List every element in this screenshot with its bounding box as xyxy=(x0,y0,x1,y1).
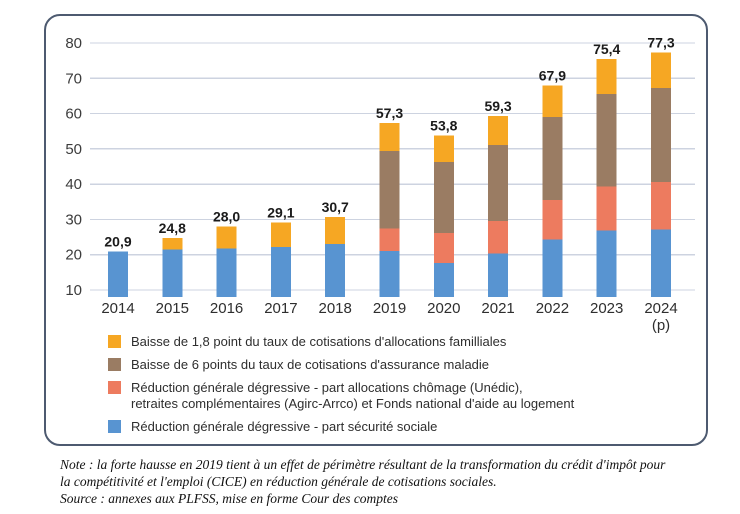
total-label-2018: 30,7 xyxy=(322,199,349,215)
bar-segment-2019-series-0 xyxy=(379,251,400,297)
bar-segment-2018-series-0 xyxy=(325,243,346,297)
chart-frame: 10 20 30 40 50 60 70 80 20,9 2014 24,8 2015 28,0 2016… xyxy=(44,14,708,446)
bar-segment-2014-series-0 xyxy=(108,251,128,297)
legend-swatch-icon xyxy=(108,420,121,433)
bar-segment-2022-series-2 xyxy=(542,117,563,201)
bar-segment-2015-series-3 xyxy=(162,237,183,250)
bar-segment-2020-series-3 xyxy=(433,135,454,162)
bar-segment-2015-series-0 xyxy=(162,249,183,297)
total-label-2017: 29,1 xyxy=(267,205,294,221)
bar-segment-2016-series-0 xyxy=(216,248,237,297)
legend-item-2: Réduction générale dégressive - part all… xyxy=(108,380,696,412)
legend-label: Réduction générale dégressive - part all… xyxy=(131,380,575,411)
bar-segment-2021-series-2 xyxy=(488,144,509,221)
total-label-2022: 67,9 xyxy=(539,68,566,84)
bar-segment-2017-series-3 xyxy=(270,222,291,247)
legend-swatch-icon xyxy=(108,335,121,348)
bar-segment-2024-series-2 xyxy=(651,88,671,183)
legend-item-1: Baisse de 6 points du taux de cotisation… xyxy=(108,357,696,373)
y-tick-label-10: 10 xyxy=(65,282,82,299)
total-label-2024: 77,3 xyxy=(647,35,674,51)
y-tick-label-40: 40 xyxy=(65,176,82,193)
x-tick-label-2019: 2019 xyxy=(373,300,406,317)
x-tick-label-2021: 2021 xyxy=(481,300,514,317)
bar-segment-2020-series-0 xyxy=(433,263,454,297)
bar-segment-2022-series-3 xyxy=(542,85,563,118)
legend-swatch-icon xyxy=(108,358,121,371)
bar-segment-2024-series-1 xyxy=(651,182,671,230)
bar-segment-2018-series-3 xyxy=(325,216,346,244)
stacked-bar-chart: 10 20 30 40 50 60 70 80 20,9 2014 24,8 2015 28,0 2016… xyxy=(65,35,695,334)
bar-segment-2024-series-3 xyxy=(651,52,671,89)
total-label-2016: 28,0 xyxy=(213,208,240,224)
bar-segment-2019-series-2 xyxy=(379,150,400,229)
bar-segment-2019-series-1 xyxy=(379,228,400,252)
note-line-1: Note : la forte hausse en 2019 tient à u… xyxy=(60,457,666,472)
total-label-2020: 53,8 xyxy=(430,117,457,133)
x-tick-label-2018: 2018 xyxy=(319,300,352,317)
bar-segment-2022-series-0 xyxy=(542,239,563,297)
total-label-2019: 57,3 xyxy=(376,105,403,121)
x-tick-label-2023: 2023 xyxy=(590,300,623,317)
legend-item-0: Baisse de 1,8 point du taux de cotisatio… xyxy=(108,334,696,350)
y-tick-label-60: 60 xyxy=(65,106,82,123)
x-tick-label-2020: 2020 xyxy=(427,300,460,317)
x-tick-label-2015: 2015 xyxy=(156,300,189,317)
note-line-2: la compétitivité et l'emploi (CICE) en r… xyxy=(60,474,497,489)
chart-notes: Note : la forte hausse en 2019 tient à u… xyxy=(60,456,715,507)
legend-label: Baisse de 6 points du taux de cotisation… xyxy=(131,357,490,372)
bar-segment-2021-series-0 xyxy=(488,253,509,297)
total-label-2023: 75,4 xyxy=(593,41,620,57)
bar-segment-2020-series-2 xyxy=(433,161,454,233)
bar-segment-2023-series-3 xyxy=(596,59,617,94)
y-tick-label-20: 20 xyxy=(65,247,82,264)
legend-label: Réduction générale dégressive - part séc… xyxy=(131,419,438,434)
x-tick-label-2024: 2024 xyxy=(644,300,677,317)
legend-label: Baisse de 1,8 point du taux de cotisatio… xyxy=(131,334,507,349)
bar-segment-2016-series-3 xyxy=(216,226,237,249)
y-tick-label-70: 70 xyxy=(65,70,82,87)
bar-segment-2017-series-0 xyxy=(270,246,291,297)
x-tick-label-2014: 2014 xyxy=(101,300,134,317)
bar-segment-2021-series-3 xyxy=(488,116,509,145)
legend-item-3: Réduction générale dégressive - part séc… xyxy=(108,419,696,435)
total-label-2014: 20,9 xyxy=(104,234,131,250)
bar-segment-2023-series-0 xyxy=(596,230,617,297)
y-tick-label-30: 30 xyxy=(65,211,82,228)
bar-segment-2023-series-1 xyxy=(596,186,617,231)
chart-legend: Baisse de 1,8 point du taux de cotisatio… xyxy=(46,334,706,435)
total-label-2021: 59,3 xyxy=(484,98,511,114)
total-label-2015: 24,8 xyxy=(159,220,186,236)
legend-swatch-icon xyxy=(108,381,121,394)
bar-segment-2021-series-1 xyxy=(488,220,509,254)
bar-segment-2022-series-1 xyxy=(542,200,563,240)
x-tick-label-2022: 2022 xyxy=(536,300,569,317)
y-tick-label-80: 80 xyxy=(65,35,82,52)
bar-segment-2020-series-1 xyxy=(433,232,454,264)
x-tick-label-2016: 2016 xyxy=(210,300,243,317)
x-tick-label-2017: 2017 xyxy=(264,300,297,317)
x-tick-sublabel-2024: (p) xyxy=(652,317,670,334)
source-line: Source : annexes aux PLFSS, mise en form… xyxy=(60,491,399,506)
bar-segment-2023-series-2 xyxy=(596,93,617,187)
bar-segment-2024-series-0 xyxy=(651,229,671,297)
y-tick-label-50: 50 xyxy=(65,141,82,158)
bar-segment-2019-series-3 xyxy=(379,123,400,151)
